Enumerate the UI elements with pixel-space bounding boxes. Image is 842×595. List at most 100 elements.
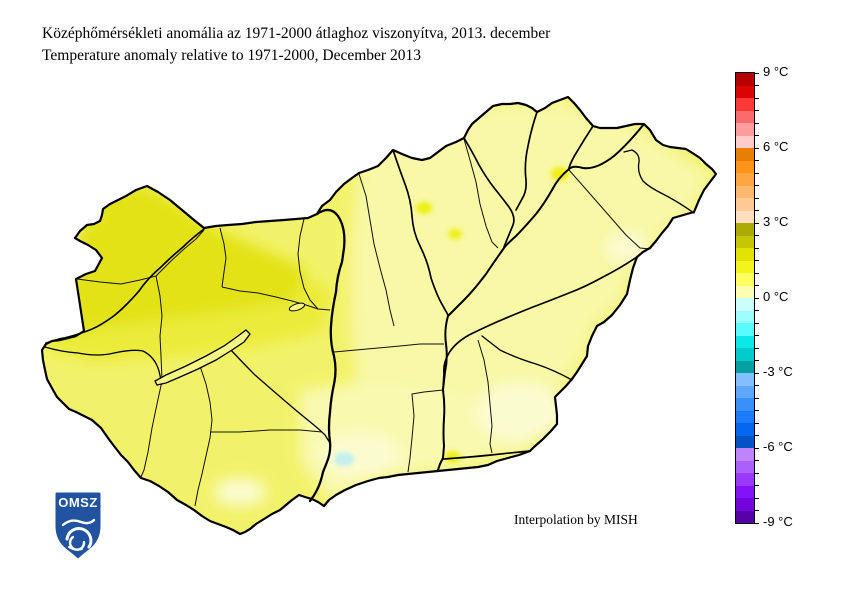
- spot-cyan-negative: [334, 452, 354, 466]
- colorbar-segment: [736, 473, 754, 486]
- colorbar-tick: [755, 435, 759, 436]
- colorbar-tick: [755, 472, 759, 474]
- colorbar-segment: [736, 510, 754, 523]
- lake-balaton: [154, 329, 251, 386]
- colorbar-tick: [755, 85, 759, 86]
- colorbar-segment: [736, 73, 754, 86]
- colorbar-tick-label: 9 °C: [763, 64, 789, 79]
- patch-cream-south: [320, 433, 400, 477]
- colorbar-segment: [736, 348, 754, 361]
- colorbar-segment: [736, 460, 754, 473]
- colorbar-segment: [736, 110, 754, 123]
- river-zagyva: [392, 149, 449, 316]
- colorbar-tick: [755, 122, 759, 124]
- rivers: [44, 111, 695, 503]
- colorbar-segment: [736, 273, 754, 286]
- logo-shield: [55, 492, 101, 559]
- colorbar-tick: [755, 147, 759, 149]
- colorbar-tick-label: 0 °C: [763, 289, 789, 304]
- colorbar-tick-label: -6 °C: [763, 439, 793, 454]
- colorbar-segment: [736, 435, 754, 448]
- colorbar-tick-label: 3 °C: [763, 214, 789, 229]
- spot-bright-szeged: [445, 451, 461, 463]
- colorbar-segment: [736, 285, 754, 298]
- colorbar-tick: [755, 297, 759, 299]
- colorbar-tick: [755, 210, 759, 211]
- colorbar-segment: [736, 135, 754, 148]
- colorbar-segment: [736, 448, 754, 461]
- river-raba: [45, 228, 205, 344]
- colorbar-segment: [736, 160, 754, 173]
- river-zala: [44, 346, 162, 381]
- spot-bright-bukk: [448, 229, 462, 239]
- colorbar-tick: [755, 460, 759, 461]
- colorbar-segment: [736, 310, 754, 323]
- colorbar-segment: [736, 223, 754, 236]
- colorbar-tick: [755, 522, 759, 524]
- colorbar-segment: [736, 248, 754, 261]
- colorbar-segment: [736, 98, 754, 111]
- patch-east-pale: [350, 100, 714, 478]
- colorbar-tick: [755, 510, 759, 511]
- colorbar-segment: [736, 148, 754, 161]
- colorbar-tick-label: 6 °C: [763, 139, 789, 154]
- anomaly-patches: [44, 100, 714, 506]
- colorbar-tick: [755, 160, 759, 161]
- patch-nw-high: [48, 186, 305, 337]
- river-tisza: [437, 123, 645, 471]
- colorbar-segment: [736, 360, 754, 373]
- colorbar-tick: [755, 172, 759, 174]
- title-line-en: Temperature anomaly relative to 1971-200…: [42, 47, 421, 64]
- spot-bright-tokaj: [551, 167, 569, 181]
- colorbar-tick: [755, 272, 759, 274]
- colorbar-tick: [755, 347, 759, 349]
- river-szamos: [623, 149, 695, 214]
- colorbar-segment: [736, 260, 754, 273]
- map-title: Középhőmérsékleti anomália az 1971-2000 …: [42, 23, 550, 67]
- colorbar-tick: [755, 185, 759, 186]
- colorbar-tick: [755, 422, 759, 424]
- title-line-hu: Középhőmérsékleti anomália az 1971-2000 …: [42, 25, 551, 42]
- colorbar-tick: [755, 372, 759, 374]
- colorbar-tick: [755, 72, 759, 74]
- colorbar-segment: [736, 85, 754, 98]
- colorbar-tick: [755, 397, 759, 399]
- cyclone-icon: [61, 518, 96, 551]
- colorbar-tick: [755, 97, 759, 99]
- omsz-logo: OMSZ: [52, 489, 104, 564]
- river-koros: [442, 256, 638, 390]
- colorbar-segment: [736, 335, 754, 348]
- colorbar-segment: [736, 485, 754, 498]
- patch-cream-e2: [637, 291, 673, 319]
- colorbar-segment: [736, 298, 754, 311]
- river-bodrog: [568, 125, 594, 169]
- colorbar-tick: [755, 247, 759, 249]
- colorbar-segment: [736, 323, 754, 336]
- colorbar-tick-label: -9 °C: [763, 514, 793, 529]
- colorbar-segment: [736, 235, 754, 248]
- colorbar-tick: [755, 335, 759, 336]
- colorbar-tick: [755, 260, 759, 261]
- colorbar-segment: [736, 123, 754, 136]
- colorbar-segment: [736, 498, 754, 511]
- river-kettos-koros: [481, 335, 573, 381]
- colorbar-tick: [755, 285, 759, 286]
- logo-text: OMSZ: [58, 495, 98, 510]
- colorbar-segment: [736, 410, 754, 423]
- patch-cream-se: [475, 382, 565, 442]
- colorbar-tick: [755, 235, 759, 236]
- colorbar-tick: [755, 222, 759, 224]
- colorbar-tick: [755, 410, 759, 411]
- river-hernad: [515, 111, 538, 211]
- colorbar-segment: [736, 373, 754, 386]
- colorbar-segment: [736, 185, 754, 198]
- river-danube: [308, 208, 346, 503]
- colorbar-segment: [736, 398, 754, 411]
- colorbar-segment: [736, 173, 754, 186]
- lake-velence: [288, 302, 306, 312]
- colorbar-tick: [755, 447, 759, 449]
- interpolation-credit: Interpolation by MISH: [514, 512, 638, 527]
- colorbar-segment: [736, 385, 754, 398]
